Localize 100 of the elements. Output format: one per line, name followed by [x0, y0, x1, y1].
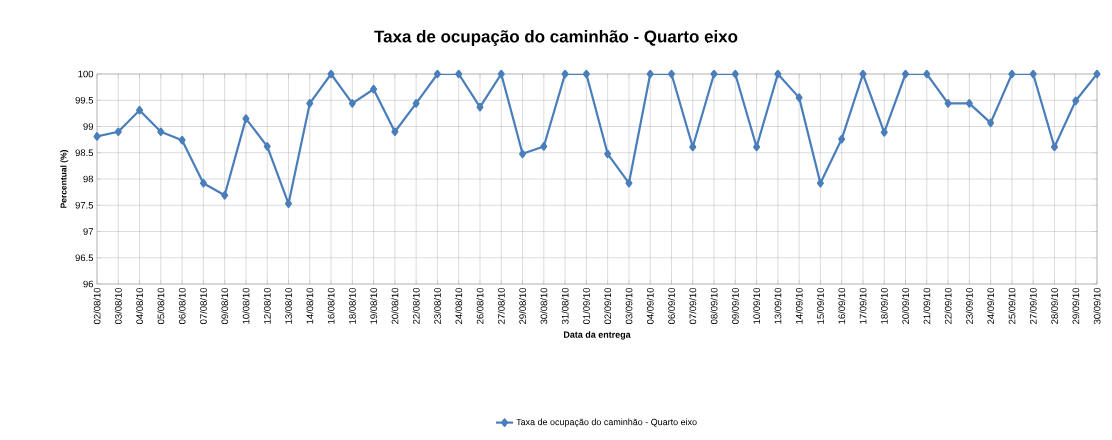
x-tick-label: 03/08/10	[114, 287, 122, 324]
chart-title: Taxa de ocupação do caminhão - Quarto eixo	[374, 30, 738, 46]
x-tick-label: 09/08/10	[221, 287, 229, 324]
point	[1072, 96, 1080, 106]
x-tick-label: 15/09/10	[816, 287, 824, 324]
x-tick-label: 06/08/10	[178, 287, 186, 324]
point	[880, 127, 888, 137]
x-tick-label: 10/08/10	[242, 287, 250, 324]
x-tick-label: 19/08/10	[370, 287, 378, 324]
point	[455, 69, 463, 79]
x-tick-label: 20/09/10	[902, 287, 909, 324]
y-tick-label: 99.5	[75, 96, 94, 104]
point	[923, 69, 931, 79]
point	[689, 142, 697, 152]
x-tick-label: 05/08/10	[157, 287, 165, 324]
point	[731, 69, 739, 79]
legend-label: Taxa de ocupação do caminhão - Quarto eixo	[516, 418, 697, 428]
x-tick-label: 24/09/10	[987, 287, 995, 324]
point	[753, 142, 761, 152]
point	[497, 69, 505, 79]
point	[114, 127, 122, 137]
x-tick-label: 09/09/10	[731, 287, 739, 324]
x-tick-label: 08/09/10	[710, 287, 718, 324]
x-tick-label: 27/08/10	[497, 287, 505, 324]
x-tick-label: 07/08/10	[199, 287, 207, 324]
x-axis-title: Data da entrega	[563, 331, 631, 340]
y-tick-label: 98.5	[75, 149, 94, 157]
y-tick-label: 97.5	[75, 201, 94, 209]
x-tick-label: 25/09/10	[1008, 287, 1016, 324]
point	[306, 99, 314, 108]
x-tick-label: 29/08/10	[519, 287, 527, 324]
x-tick-label: 30/08/10	[540, 287, 548, 324]
x-tick-label: 18/09/10	[880, 287, 888, 324]
point	[816, 178, 824, 188]
x-tick-label: 07/09/10	[689, 287, 697, 324]
point	[561, 69, 569, 79]
point	[582, 69, 590, 79]
point	[476, 102, 484, 112]
point	[540, 142, 548, 151]
y-tick-label: 100	[78, 70, 94, 78]
point	[625, 178, 633, 188]
y-tick-label: 96	[83, 280, 94, 288]
point	[221, 190, 229, 200]
x-tick-label: 23/09/10	[965, 287, 973, 324]
y-tick-label: 96.5	[75, 254, 94, 262]
point	[944, 99, 952, 108]
x-tick-label: 04/08/10	[136, 287, 144, 324]
x-tick-label: 02/08/10	[93, 287, 101, 324]
point	[433, 69, 441, 79]
x-tick-label: 12/08/10	[263, 287, 271, 324]
point	[412, 99, 420, 108]
point	[178, 135, 186, 145]
point	[774, 69, 782, 79]
x-tick-label: 16/09/10	[838, 287, 846, 324]
x-tick-label: 20/08/10	[391, 287, 399, 324]
point	[263, 142, 271, 151]
y-tick-label: 99	[83, 123, 94, 130]
x-tick-label: 31/08/10	[561, 287, 569, 324]
point	[136, 105, 144, 115]
x-tick-label: 29/09/10	[1072, 287, 1080, 324]
x-tick-label: 13/08/10	[285, 287, 292, 324]
x-tick-label: 03/09/10	[625, 287, 633, 324]
point	[199, 178, 207, 188]
point	[327, 69, 335, 79]
x-tick-label: 14/09/10	[795, 287, 803, 324]
point	[604, 149, 612, 159]
x-tick-label: 13/09/10	[774, 287, 782, 324]
x-tick-label: 17/09/10	[859, 287, 867, 324]
point	[284, 199, 292, 208]
point	[93, 132, 101, 141]
point	[859, 69, 867, 79]
point	[987, 118, 995, 128]
point	[838, 134, 846, 144]
point	[646, 69, 654, 79]
x-tick-label: 21/09/10	[923, 287, 931, 324]
point	[1008, 69, 1016, 79]
y-tick-label: 97	[83, 228, 94, 235]
point	[157, 127, 165, 137]
point	[902, 69, 910, 79]
point	[348, 99, 356, 108]
x-tick-label: 27/09/10	[1029, 287, 1037, 324]
x-tick-label: 18/08/10	[348, 287, 356, 324]
x-tick-label: 23/08/10	[433, 287, 441, 324]
point	[519, 149, 527, 159]
point	[1050, 142, 1058, 152]
point	[667, 69, 675, 79]
x-tick-label: 26/08/10	[476, 287, 484, 324]
x-tick-label: 22/09/10	[944, 287, 952, 324]
point	[710, 69, 718, 79]
x-tick-label: 30/09/10	[1093, 287, 1101, 324]
x-tick-label: 02/09/10	[604, 287, 612, 324]
point	[370, 84, 378, 94]
point	[965, 99, 973, 108]
point	[795, 93, 803, 102]
x-tick-label: 22/08/10	[412, 287, 420, 324]
y-axis-title: Percentual (%)	[60, 150, 69, 208]
x-tick-label: 01/09/10	[582, 287, 590, 324]
point	[1029, 69, 1037, 79]
x-tick-label: 16/08/10	[327, 287, 335, 324]
y-tick-label: 98	[83, 175, 94, 183]
